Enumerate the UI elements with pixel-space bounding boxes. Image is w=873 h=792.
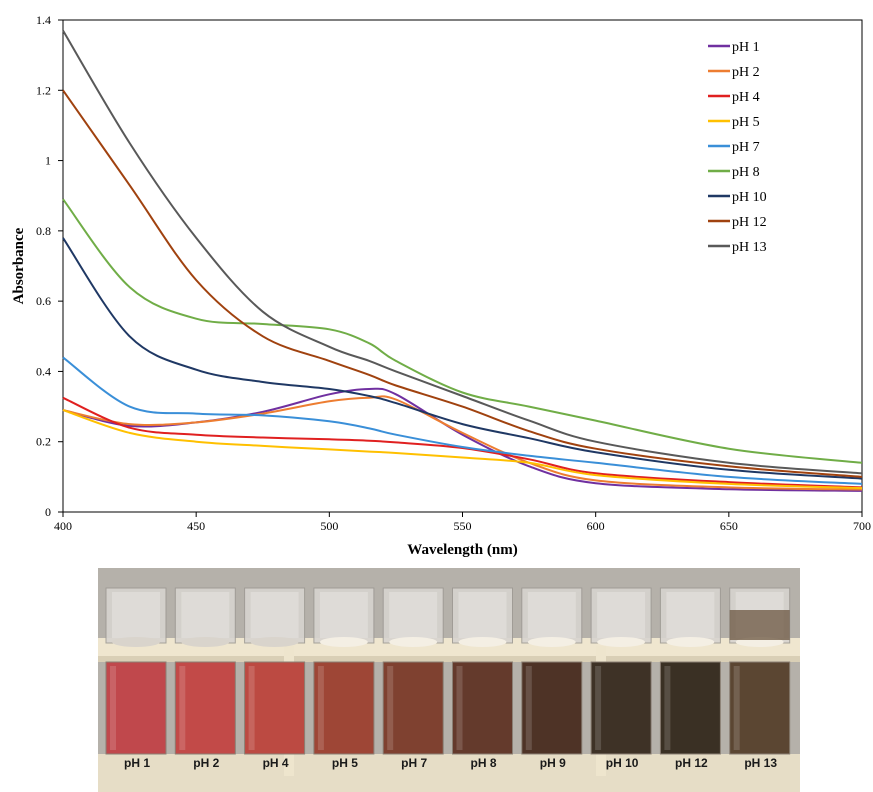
y-tick-label: 0.8 (36, 224, 51, 238)
cuvette-inner-glass (181, 592, 230, 638)
cuvette-label: pH 12 (675, 756, 708, 770)
cuvette-meniscus (319, 637, 368, 647)
cuvette-inner-glass (319, 592, 368, 638)
cuvette-meniscus (112, 637, 160, 647)
series-line-ph-12 (62, 89, 863, 478)
rack-base (98, 754, 800, 792)
cuvette-label: pH 9 (539, 756, 566, 770)
cuvette-inner-glass (389, 592, 438, 638)
x-tick-label: 400 (54, 519, 72, 533)
cuvette-liquid (659, 661, 721, 755)
cuvette-label: pH 7 (401, 756, 428, 770)
cuvette-label: pH 1 (123, 756, 150, 770)
series-line-ph-8 (62, 198, 863, 464)
cuvette-highlight (110, 666, 116, 750)
cuvette-highlight (525, 666, 532, 750)
y-tick-label: 1 (45, 154, 51, 168)
x-tick-label: 600 (587, 519, 605, 533)
legend-label: pH 12 (732, 215, 767, 230)
cuvette-label: pH 13 (744, 756, 778, 770)
series-line-ph-4 (62, 396, 863, 489)
y-axis-title: Absorbance (11, 227, 27, 304)
cuvette-meniscus (389, 637, 438, 647)
y-tick-label: 0.2 (36, 435, 51, 449)
cuvette-liquid (521, 661, 583, 755)
cuvette-highlight (733, 666, 740, 750)
cuvette-liquid (313, 661, 375, 755)
cuvette-meniscus (458, 637, 507, 647)
cuvette-meniscus (181, 637, 230, 647)
cuvette-label: pH 10 (605, 756, 639, 770)
series-line-ph-7 (62, 356, 863, 485)
cuvette-label: pH 5 (331, 756, 358, 770)
y-tick-label: 0.6 (36, 294, 51, 308)
x-tick-label: 650 (720, 519, 738, 533)
legend-label: pH 7 (732, 140, 760, 155)
x-tick-label: 550 (454, 519, 472, 533)
chart-svg: 400 450 500 550 600 650 700 0 0.2 0.4 0.6 0.8 1 1.2 1.… (11, 13, 871, 558)
legend-label: pH 5 (732, 115, 760, 130)
cuvette-meniscus (527, 637, 576, 647)
series-line-ph-10 (62, 237, 863, 480)
x-tick-label: 700 (853, 519, 871, 533)
cuvette-photo: pH 1 pH 2 pH 4 pH 5 pH 7 pH 8 pH 9 pH 10 pH 12 pH… (98, 568, 800, 792)
cuvette-highlight (317, 666, 324, 750)
cuvette-liquid (105, 661, 167, 755)
y-tick-label: 0 (45, 505, 51, 519)
absorbance-chart: 400 450 500 550 600 650 700 0 0.2 0.4 0.6 0.8 1 1.2 1.… (11, 13, 871, 558)
x-axis-title: Wavelength (nm) (407, 542, 517, 558)
cuvette-highlight (664, 666, 671, 750)
cuvette-inner-glass (666, 592, 715, 638)
cuvette-meniscus (597, 637, 646, 647)
cuvette-inner-glass (458, 592, 507, 638)
cuvette-liquid (174, 661, 236, 755)
cuvette-highlight (595, 666, 602, 750)
cuvette-liquid (382, 661, 444, 755)
legend-label: pH 4 (732, 90, 760, 105)
legend-label: pH 10 (732, 190, 767, 205)
cuvette-label: pH 2 (193, 756, 220, 770)
legend-label: pH 2 (732, 65, 760, 80)
legend-label: pH 13 (732, 240, 767, 255)
cuvette-liquid (590, 661, 652, 755)
cuvette-label: pH 4 (262, 756, 289, 770)
cuvette-meniscus (666, 637, 715, 647)
cuvette-inner-glass (112, 592, 160, 638)
cuvette-meniscus (250, 637, 299, 647)
cuvette-rack-drawing (98, 568, 800, 792)
y-tick-label: 1.2 (36, 83, 51, 97)
cuvette-inner-glass (527, 592, 576, 638)
cuvette-inner-glass (250, 592, 299, 638)
x-tick-label: 450 (187, 519, 205, 533)
cuvette-highlight (248, 666, 255, 750)
series-line-ph-2 (62, 395, 863, 491)
cuvette-highlight (456, 666, 463, 750)
rack-rail-shadow (98, 656, 800, 662)
cuvette-liquid (729, 661, 791, 755)
cuvette-highlight (387, 666, 394, 750)
cuvette-label: pH 8 (470, 756, 497, 770)
cuvette-liquid (452, 661, 513, 755)
series-line-ph-13 (62, 29, 863, 475)
y-tick-label: 0.4 (36, 364, 51, 378)
cuvette-inner-glass (597, 592, 646, 638)
legend-label: pH 8 (732, 165, 760, 180)
cuvette-highlight (179, 666, 186, 750)
cuvette-dark-top (729, 610, 790, 640)
legend-label: pH 1 (732, 40, 760, 55)
series-line-ph-5 (62, 409, 863, 490)
x-tick-label: 500 (320, 519, 338, 533)
cuvette-liquid (244, 661, 306, 755)
y-tick-label: 1.4 (36, 13, 51, 27)
